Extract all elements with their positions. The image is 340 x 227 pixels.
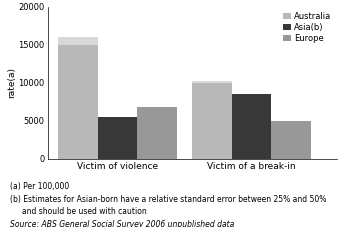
Bar	[58, 45, 98, 159]
Bar	[137, 107, 177, 159]
Bar	[58, 37, 98, 45]
Text: and should be used with caution: and should be used with caution	[10, 207, 147, 216]
Text: (a) Per 100,000: (a) Per 100,000	[10, 182, 69, 191]
Bar	[271, 121, 311, 159]
Bar	[98, 117, 137, 159]
Bar	[232, 94, 271, 159]
Legend: Australia, Asia(b), Europe: Australia, Asia(b), Europe	[282, 11, 333, 44]
Text: Source: ABS General Social Survey 2006 unpublished data: Source: ABS General Social Survey 2006 u…	[10, 220, 235, 227]
Text: (b) Estimates for Asian-born have a relative standard error between 25% and 50%: (b) Estimates for Asian-born have a rela…	[10, 195, 327, 204]
Bar	[192, 81, 232, 83]
Y-axis label: rate(a): rate(a)	[7, 67, 16, 98]
Bar	[192, 83, 232, 159]
